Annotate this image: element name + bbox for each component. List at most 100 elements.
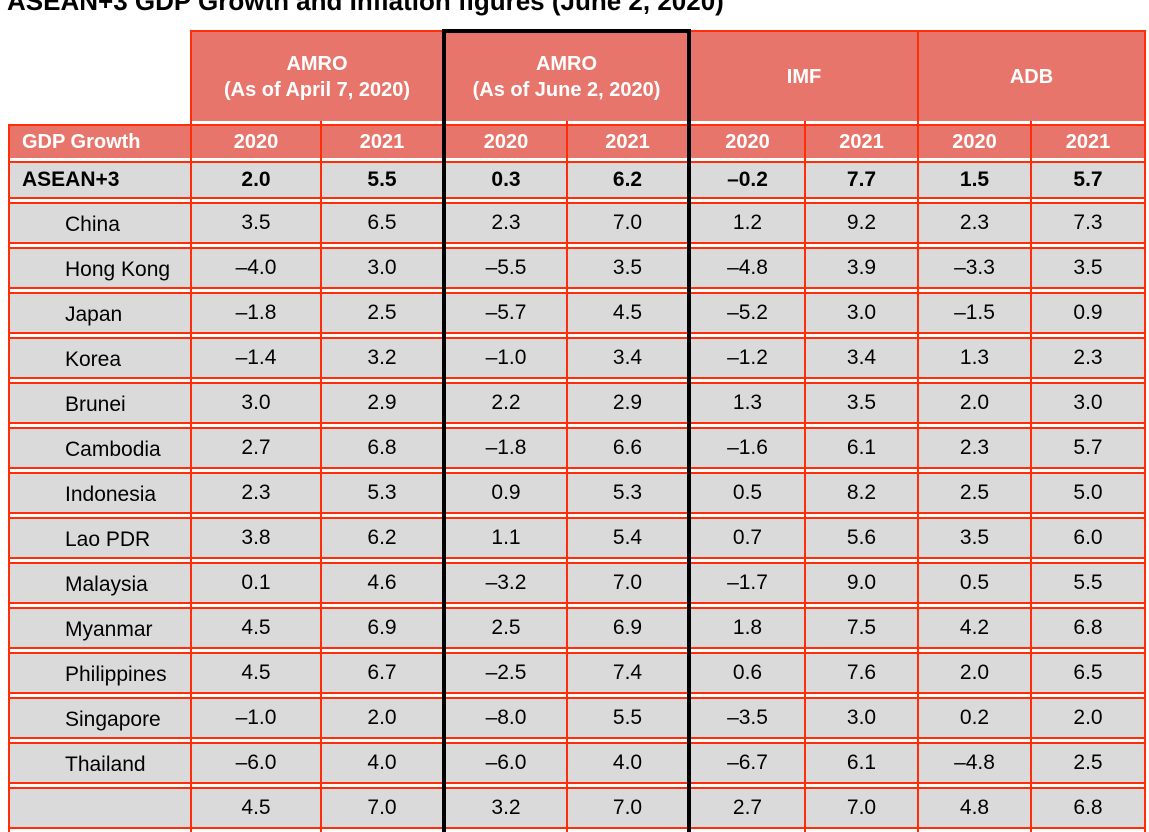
table-row: Brunei 3.0 2.9 2.2 2.9 1.3 3.5 2.0 3.0 [8,382,1147,424]
gdp-growth-table: AMRO (As of April 7, 2020) AMRO (As of J… [8,29,1147,832]
spacer-cell [442,198,569,203]
spacer-cell [190,648,322,653]
spacer-cell [804,378,920,383]
spacer-cell [688,693,807,698]
value-cell: 6.1 [804,427,920,469]
value-cell: 3.4 [566,337,692,379]
value-cell: –1.2 [688,337,807,379]
value-cell: 5.5 [566,697,692,739]
table-row: Indonesia 2.3 5.3 0.9 5.3 0.5 8.2 2.5 5.0 [8,472,1147,514]
spacer-cell [917,121,1033,125]
year-header: 2020 [442,124,569,158]
spacer-cell [566,693,692,698]
value-cell: 7.0 [566,202,692,244]
value-cell: 6.8 [1030,787,1147,829]
group-name: IMF [786,65,822,88]
value-cell: 3.4 [804,337,920,379]
spacer-cell [319,158,446,162]
value-cell: 0.7 [688,517,807,559]
spacer-cell [917,693,1033,698]
value-cell: 7.3 [1030,202,1147,244]
row-spacer [8,513,1147,518]
spacer-cell [8,333,192,338]
spacer-cell [8,198,192,203]
spacer-cell [688,198,807,203]
spacer-cell [1030,603,1147,608]
value-cell: –5.5 [442,247,569,289]
value-cell: 2.5 [1030,742,1147,784]
row-spacer [8,333,1147,338]
value-cell: 2.9 [319,382,446,424]
table-row: 4.5 7.0 3.2 7.0 2.7 7.0 4.8 6.8 [8,787,1147,829]
value-cell: 4.5 [190,607,322,649]
group-header-adb: ADB [917,30,1147,121]
spacer-cell [688,648,807,653]
group-subtitle: (As of April 7, 2020) [224,78,410,101]
spacer-cell [190,423,322,428]
value-cell: –4.8 [688,247,807,289]
value-cell: 4.6 [319,562,446,604]
spacer-cell [8,603,192,608]
value-cell: –5.2 [688,292,807,334]
spacer-cell [1030,288,1147,293]
group-header-amro-june-highlighted: AMRO (As of June 2, 2020) [442,29,692,121]
value-cell: 2.0 [917,382,1033,424]
value-cell: 4.5 [190,787,322,829]
value-cell: 5.4 [566,517,692,559]
spacer-cell [688,513,807,518]
spacer-cell [566,648,692,653]
year-header: 2020 [190,124,322,158]
spacer-cell [917,558,1033,563]
value-cell: 5.5 [1030,562,1147,604]
spacer-cell [190,198,322,203]
value-cell: –1.8 [442,427,569,469]
summary-label-cell: ASEAN+3 [8,161,192,199]
spacer-cell [190,603,322,608]
value-cell: –6.7 [688,742,807,784]
spacer-cell [917,333,1033,338]
row-spacer [8,468,1147,473]
value-cell: 5.7 [1030,161,1147,199]
row-spacer [8,828,1147,832]
value-cell: 6.2 [319,517,446,559]
spacer-cell [1030,513,1147,518]
spacer-cell [319,198,446,203]
spacer-cell [1030,243,1147,248]
spacer-cell [319,558,446,563]
country-name-cell: Thailand [8,742,192,784]
year-header-row: GDP Growth 2020 2021 2020 2021 2020 2021… [8,124,1147,158]
table-row: Thailand –6.0 4.0 –6.0 4.0 –6.7 6.1 –4.8 2.5 [8,742,1147,784]
value-cell: 3.9 [804,247,920,289]
spacer-cell [566,423,692,428]
group-name: AMRO [535,53,598,75]
country-name-cell: Singapore [8,697,192,739]
year-header: 2021 [566,124,692,158]
table-row: Lao PDR 3.8 6.2 1.1 5.4 0.7 5.6 3.5 6.0 [8,517,1147,559]
country-name-cell: Korea [8,337,192,379]
empty-corner-cell [9,31,191,121]
page-title: ASEAN+3 GDP Growth and Inflation figures… [7,0,724,16]
value-cell: 3.2 [442,787,569,829]
spacer-cell [190,828,322,832]
spacer-cell [1030,468,1147,473]
table-row: Philippines 4.5 6.7 –2.5 7.4 0.6 7.6 2.0 6.5 [8,652,1147,694]
country-name-cell: Myanmar [8,607,192,649]
value-cell: –2.5 [442,652,569,694]
value-cell: 1.1 [442,517,569,559]
year-header: 2021 [319,124,446,158]
value-cell: 5.3 [319,472,446,514]
source-header-row: AMRO (As of April 7, 2020) AMRO (As of J… [9,29,1147,121]
value-cell: –1.6 [688,427,807,469]
spacer-cell [319,288,446,293]
spacer-cell [688,468,807,473]
spacer-cell [319,468,446,473]
spacer-cell [190,243,322,248]
group-subtitle: (As of June 2, 2020) [472,79,661,101]
value-cell: 6.5 [319,202,446,244]
value-cell: 6.0 [1030,517,1147,559]
spacer-cell [8,158,192,162]
spacer-cell [8,243,192,248]
value-cell: –5.7 [442,292,569,334]
spacer-cell [1030,333,1147,338]
country-name-cell: Cambodia [8,427,192,469]
